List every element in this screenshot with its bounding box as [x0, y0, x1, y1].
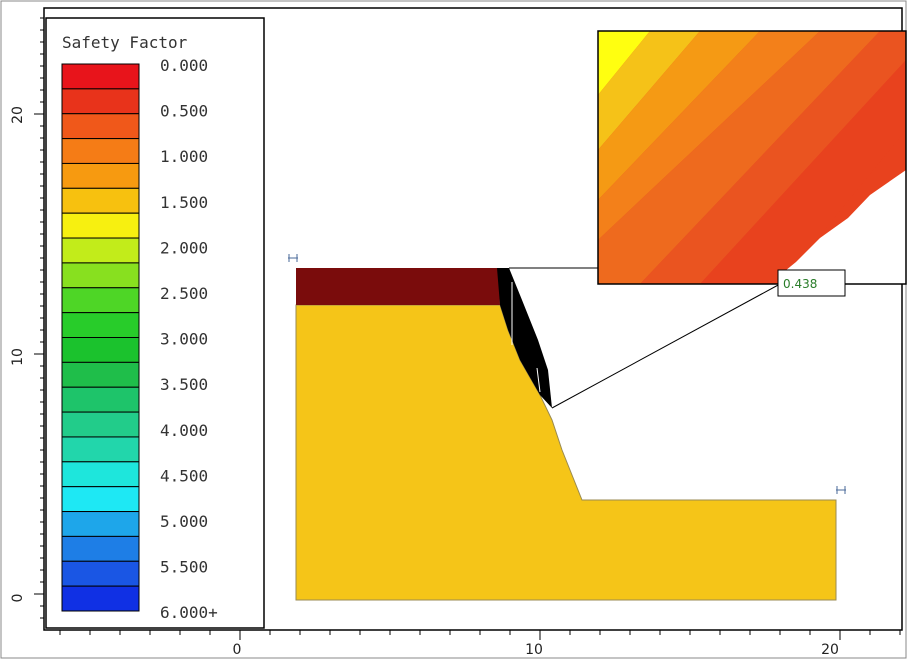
legend-swatch — [61, 560, 140, 587]
x-tick-label-10: 10 — [525, 642, 543, 658]
inset-leader-line — [551, 283, 781, 409]
legend-swatch — [61, 411, 140, 438]
legend-swatch — [61, 486, 140, 513]
critical-slip-mass — [497, 268, 552, 408]
legend-label: 5.500 — [160, 558, 208, 577]
slice-line — [536, 367, 541, 393]
legend-label: 3.000 — [160, 330, 208, 349]
legend-swatch — [61, 386, 140, 413]
soil-body — [295, 304, 837, 601]
legend-swatch — [61, 535, 140, 562]
legend-swatch — [61, 436, 140, 463]
y-tick-label-0: 0 — [10, 594, 26, 603]
legend-swatch — [61, 361, 140, 388]
legend-swatch — [61, 162, 140, 189]
x-tick-label-20: 20 — [821, 642, 839, 658]
inset-band — [640, 31, 906, 284]
legend-swatch — [61, 113, 140, 140]
y-axis — [34, 17, 44, 619]
legend-label: 2.000 — [160, 238, 208, 257]
legend-swatch — [61, 461, 140, 488]
plot-frame — [43, 7, 903, 631]
left-limit-marker — [288, 254, 298, 262]
legend-swatch — [61, 262, 140, 289]
inset-band — [700, 60, 906, 284]
legend-swatches — [61, 63, 140, 612]
legend-label: 2.500 — [160, 284, 208, 303]
legend-label: 1.000 — [160, 147, 208, 166]
y-tick-label-20: 20 — [10, 106, 26, 124]
inset-frame — [597, 30, 907, 285]
legend-swatch — [61, 187, 140, 214]
x-axis — [59, 630, 901, 640]
legend-swatch — [61, 511, 140, 537]
legend-swatch — [61, 63, 140, 90]
legend-title: Safety Factor — [62, 33, 188, 52]
legend-swatch — [61, 312, 140, 338]
upper-material-layer — [296, 268, 500, 305]
x-tick-label-0: 0 — [233, 642, 242, 658]
factor-of-safety-label: 0.438 — [777, 269, 846, 297]
legend-swatch — [61, 138, 140, 164]
slope-model — [288, 254, 846, 601]
fs-label-box — [777, 269, 846, 297]
legend-label: 1.500 — [160, 193, 208, 212]
safety-factor-legend: Safety Factor 0.000 0.500 1.000 1.500 2.… — [45, 17, 265, 629]
legend-label: 5.000 — [160, 512, 208, 531]
legend-label: 0.500 — [160, 102, 208, 121]
inset-contour-bands — [598, 31, 906, 284]
legend-label: 4.500 — [160, 466, 208, 485]
inset-band — [598, 31, 880, 284]
legend-label: 0.000 — [160, 56, 208, 75]
fs-label-value: 0.438 — [783, 277, 817, 291]
legend-label: 4.000 — [160, 421, 208, 440]
legend-swatch — [61, 212, 140, 239]
legend-swatch — [61, 287, 140, 314]
legend-label: 6.000+ — [160, 603, 218, 622]
legend-swatch — [61, 337, 140, 363]
right-limit-marker — [836, 486, 846, 494]
legend-swatch — [61, 88, 140, 115]
legend-label: 3.500 — [160, 375, 208, 394]
legend-swatch — [61, 585, 140, 612]
zoom-inset — [597, 30, 907, 285]
legend-labels: 0.000 0.500 1.000 1.500 2.000 2.500 3.00… — [160, 56, 218, 622]
y-tick-label-10: 10 — [10, 348, 26, 366]
legend-swatch — [61, 237, 140, 264]
inset-cut-region — [780, 170, 906, 284]
